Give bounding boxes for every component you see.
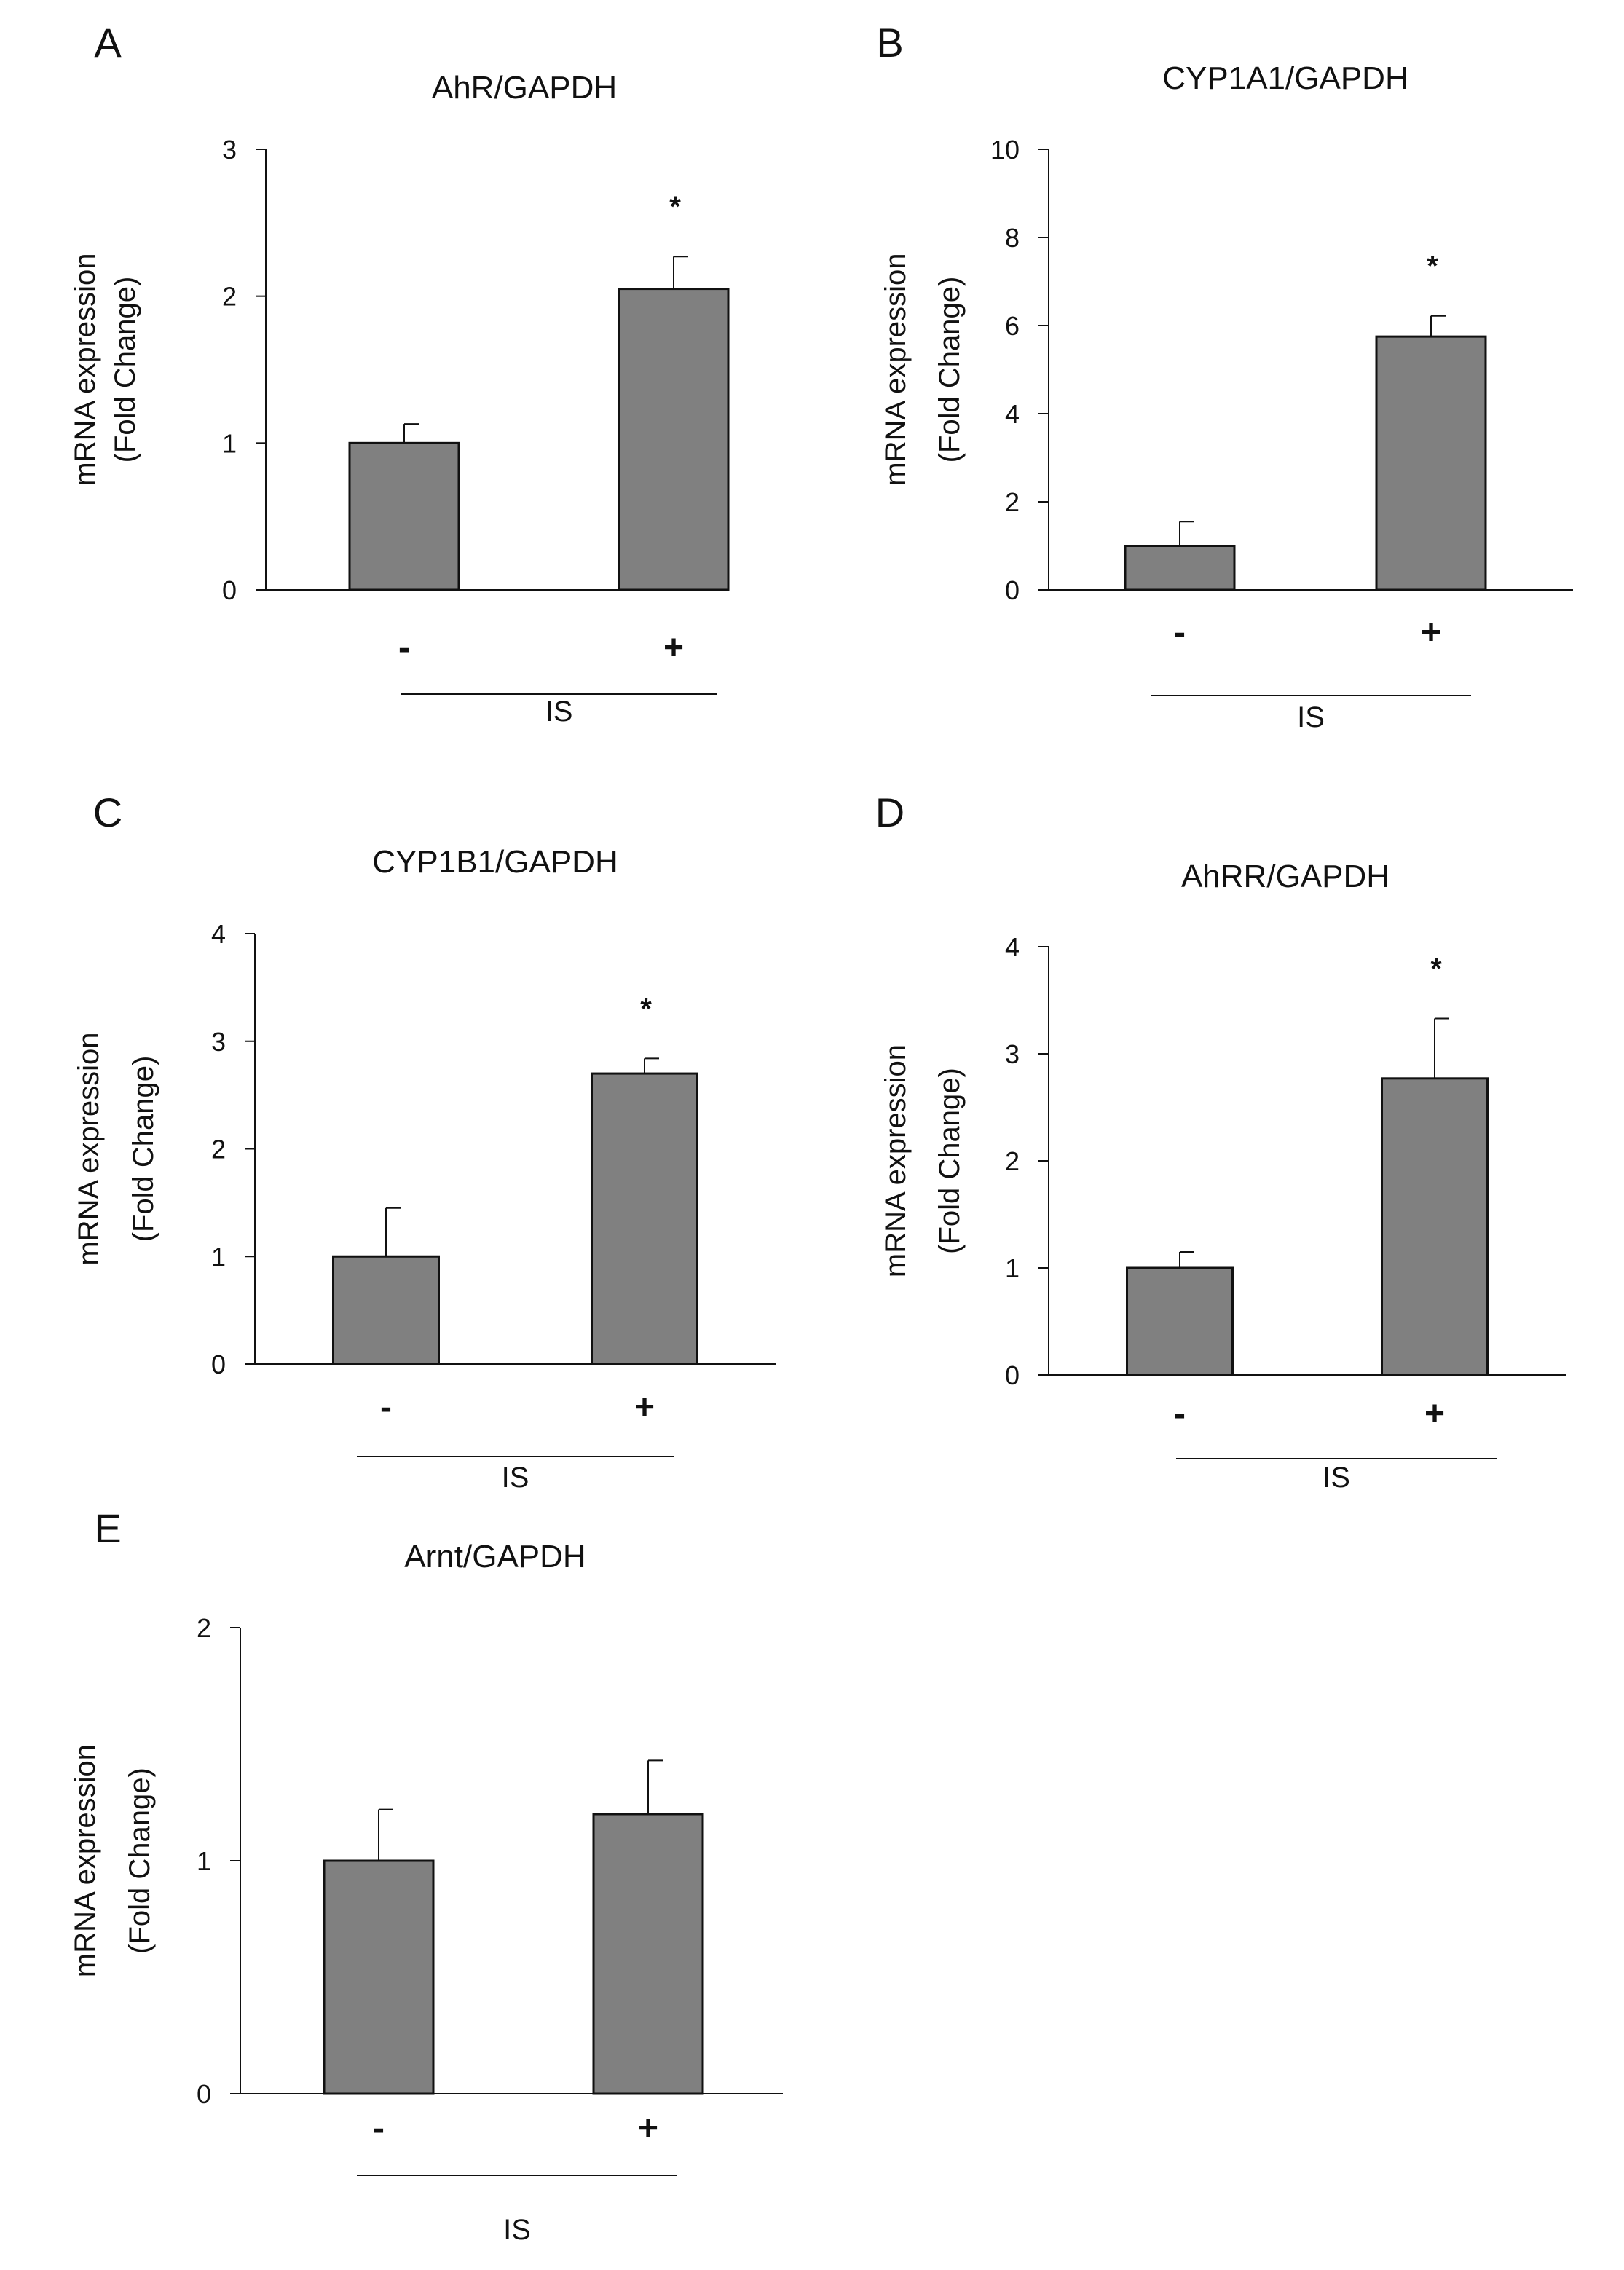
significance-mark-b-plus: * [1427,251,1438,283]
factor-label-a: IS [545,695,573,728]
y-tick-label-c-4: 4 [211,919,226,949]
y-tick-label-e-2: 2 [197,1613,211,1643]
y-tick-label-d-0: 0 [1005,1360,1020,1390]
category-label-c-plus: + [634,1388,655,1427]
y-tick-label-c-0: 0 [211,1349,226,1379]
y-tick-label-a-1: 1 [222,428,237,458]
category-label-b-plus: + [1421,613,1441,652]
chart-title-d: AhRR/GAPDH [1181,859,1390,894]
significance-mark-a-plus: * [669,191,681,223]
bar-e-plus [592,1813,704,2095]
y-axis-label-line1-d: mRNA expression [880,1044,912,1277]
category-label-c-minus: - [380,1388,392,1427]
bar-e-minus [323,1859,435,2095]
y-axis-label-line2-c: (Fold Change) [127,1056,159,1242]
panel-letter-d: D [875,789,904,835]
y-tick-label-c-3: 3 [211,1027,226,1057]
y-tick-label-c-1: 1 [211,1242,226,1272]
y-axis-label-line2-a: (Fold Change) [109,277,141,463]
y-tick-label-b-8: 8 [1005,223,1020,253]
category-label-d-plus: + [1424,1395,1445,1433]
y-tick-label-b-2: 2 [1005,487,1020,517]
chart-title-c: CYP1B1/GAPDH [372,844,618,880]
factor-label-e: IS [503,2214,531,2246]
bar-b-minus [1124,545,1236,591]
y-tick-label-c-2: 2 [211,1135,226,1164]
category-label-a-minus: - [398,628,410,667]
chart-title-e: Arnt/GAPDH [404,1539,586,1575]
y-tick-label-d-4: 4 [1005,932,1020,962]
panel-letter-a: A [94,20,122,66]
panel-letter-b: B [876,20,903,66]
y-tick-label-b-0: 0 [1005,575,1020,605]
y-tick-label-e-1: 1 [197,1846,211,1876]
y-tick-label-d-1: 1 [1005,1253,1020,1283]
category-label-d-minus: - [1174,1395,1186,1433]
y-axis-label-line1-c: mRNA expression [73,1032,105,1265]
y-axis-label-line2-b: (Fold Change) [934,277,966,463]
y-axis-label-line2-d: (Fold Change) [934,1068,966,1254]
chart-title-a: AhR/GAPDH [432,70,617,106]
bar-c-minus [332,1255,440,1365]
significance-mark-c-plus: * [640,993,652,1025]
category-label-a-plus: + [663,628,684,667]
y-tick-label-b-4: 4 [1005,399,1020,429]
panel-letter-c: C [93,789,122,835]
y-axis-label-line1-b: mRNA expression [880,253,912,486]
panel-letter-e: E [94,1505,121,1551]
y-axis-label-line1-e: mRNA expression [69,1744,101,1977]
bar-a-plus [618,288,730,591]
factor-label-b: IS [1297,701,1325,733]
bar-a-minus [348,441,460,591]
y-axis-label-line1-a: mRNA expression [69,253,101,486]
category-label-e-plus: + [638,2109,658,2148]
bar-b-plus [1375,335,1487,591]
y-tick-label-d-2: 2 [1005,1146,1020,1176]
category-label-e-minus: - [373,2109,385,2148]
significance-mark-d-plus: * [1430,953,1442,985]
y-tick-label-b-10: 10 [990,135,1020,165]
y-tick-label-a-2: 2 [222,282,237,312]
y-axis-label-line2-e: (Fold Change) [124,1767,156,1954]
bar-c-plus [591,1072,698,1365]
y-tick-label-a-3: 3 [222,135,237,165]
chart-title-b: CYP1A1/GAPDH [1162,60,1408,96]
factor-label-c: IS [502,1462,529,1494]
bar-d-minus [1126,1266,1234,1376]
y-tick-label-a-0: 0 [222,575,237,605]
y-tick-label-e-0: 0 [197,2079,211,2109]
y-tick-label-b-6: 6 [1005,311,1020,341]
y-tick-label-d-3: 3 [1005,1039,1020,1069]
category-label-b-minus: - [1174,613,1186,652]
bar-d-plus [1381,1077,1489,1376]
factor-label-d: IS [1323,1462,1350,1494]
